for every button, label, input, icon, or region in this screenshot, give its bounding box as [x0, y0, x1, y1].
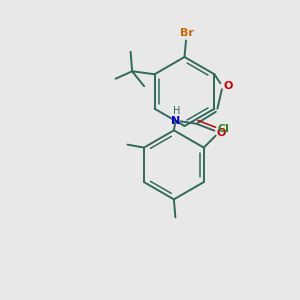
Text: O: O [217, 128, 226, 138]
Text: Br: Br [180, 28, 194, 38]
Text: N: N [171, 116, 181, 126]
Text: Cl: Cl [218, 124, 230, 134]
Text: H: H [172, 106, 180, 116]
Text: O: O [223, 81, 232, 91]
